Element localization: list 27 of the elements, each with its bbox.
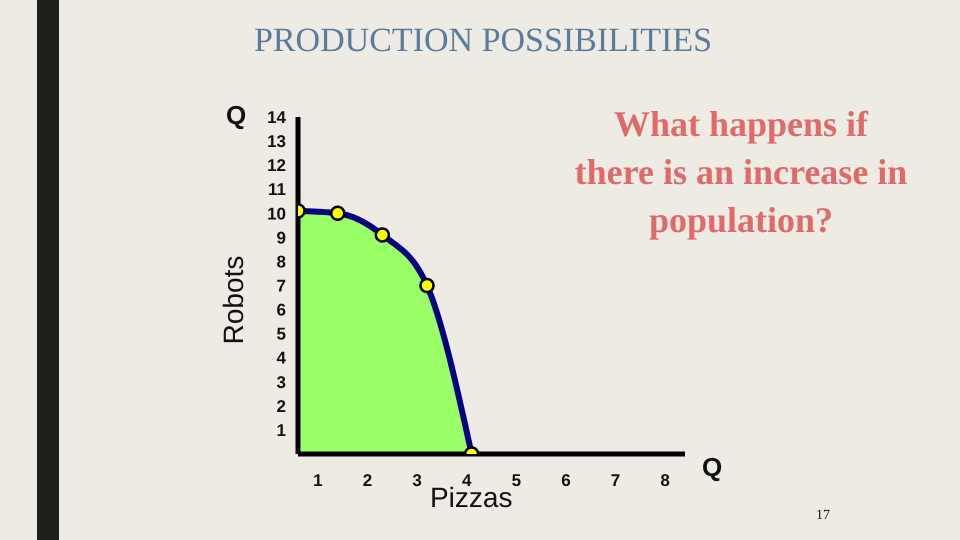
y-tick-label: 9 <box>276 228 286 248</box>
y-axis-title: Robots <box>218 256 250 344</box>
y-tick-label: 2 <box>276 396 286 416</box>
y-tick-label: 1 <box>276 420 286 440</box>
y-tick-label: 7 <box>276 276 286 296</box>
text: Q <box>226 100 246 131</box>
y-tick-label: 6 <box>276 300 286 320</box>
y-tick-label: 12 <box>267 156 286 176</box>
x-tick-label: 8 <box>660 471 670 490</box>
y-tick-label: 11 <box>268 180 286 200</box>
x-tick-label: 2 <box>362 471 372 490</box>
y-tick-label: 4 <box>276 348 287 368</box>
annotation: What happens if there is an increase in population? <box>574 103 908 242</box>
x-tick-label: 3 <box>412 471 422 490</box>
y-tick-label: 14 <box>267 108 287 128</box>
y-tick-label: 8 <box>276 252 286 272</box>
y-tick-label: 10 <box>267 204 286 224</box>
text: 17 <box>816 508 830 524</box>
y-tick-label: 3 <box>276 372 286 392</box>
x-tick-label: 1 <box>313 471 323 490</box>
x-tick-label: 5 <box>512 471 522 490</box>
x-tick-label: 6 <box>561 471 571 490</box>
chart-title: PRODUCTION POSSIBILITIES <box>254 22 712 59</box>
x-tick-label: 7 <box>610 471 620 490</box>
text: Q <box>702 452 722 483</box>
y-tick-label: 13 <box>267 132 286 152</box>
y-tick-label: 5 <box>276 324 286 344</box>
